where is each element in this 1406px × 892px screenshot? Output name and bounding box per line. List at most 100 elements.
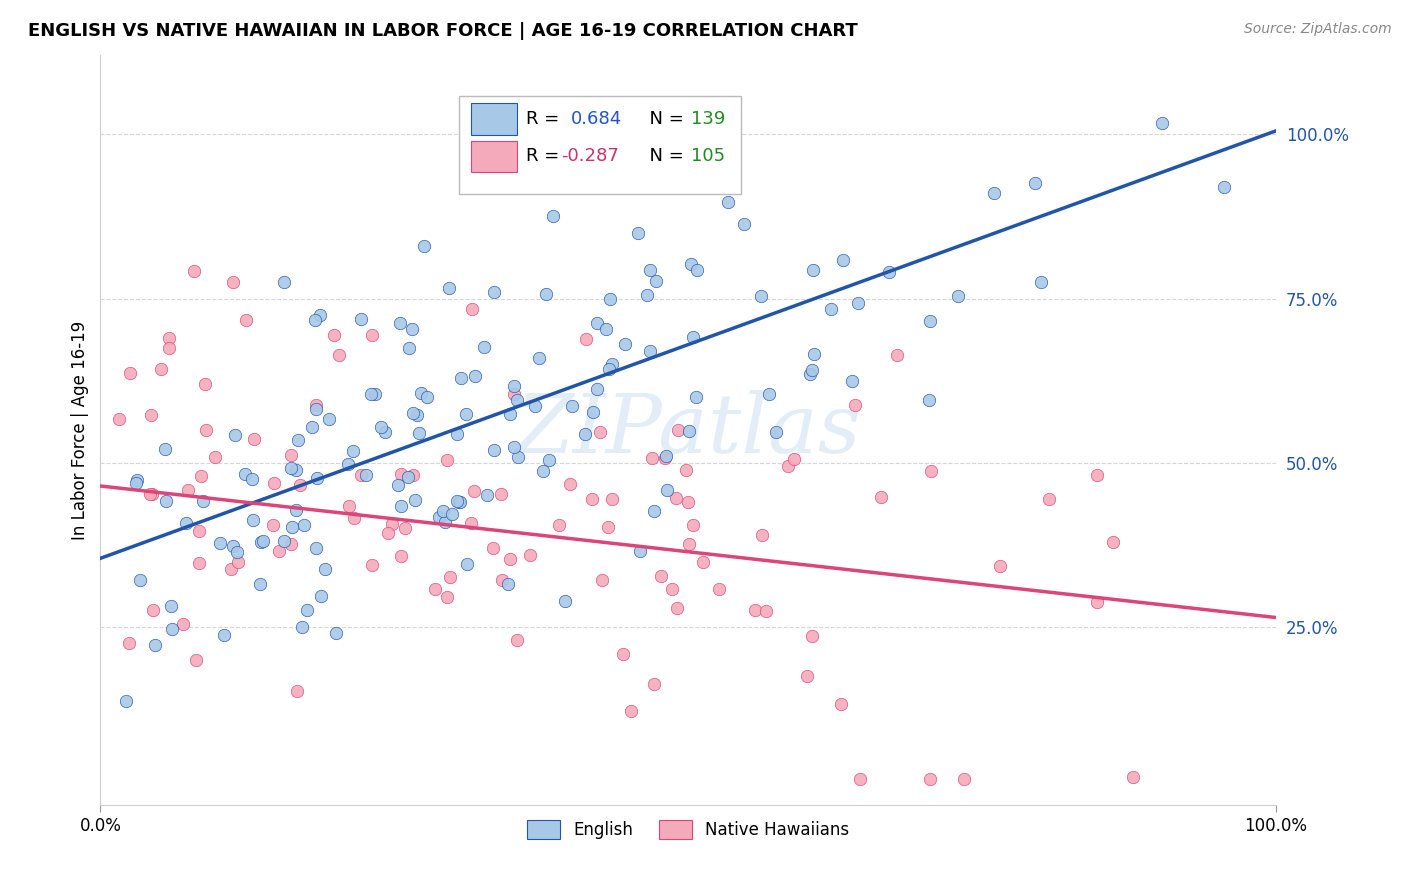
Point (389, 549, 412, 564)
Point (295, 603, 318, 617)
Point (416, 390, 439, 404)
Point (139, 487, 162, 501)
Point (1150, 116, 1173, 130)
Point (204, 450, 226, 464)
Point (360, 558, 382, 572)
Point (1212, 179, 1234, 194)
Point (389, 467, 412, 482)
Point (665, 601, 688, 615)
Point (439, 570, 461, 584)
Point (591, 573, 613, 587)
Point (190, 469, 212, 483)
Point (920, 463, 942, 477)
Point (506, 393, 529, 408)
Point (249, 576, 271, 591)
Point (460, 516, 482, 531)
Point (309, 589, 332, 603)
Point (983, 186, 1005, 200)
Point (586, 316, 609, 330)
Point (755, 604, 778, 618)
Point (661, 582, 683, 596)
Point (574, 426, 596, 441)
Point (803, 347, 825, 361)
Point (596, 520, 619, 534)
Point (195, 423, 218, 437)
Point (586, 382, 609, 396)
Point (226, 545, 249, 559)
Point (599, 292, 621, 306)
Point (1122, 770, 1144, 784)
Point (402, 468, 425, 483)
Text: ENGLISH VS NATIVE HAWAIIAN IN LABOR FORCE | AGE 16-19 CORRELATION CHART: ENGLISH VS NATIVE HAWAIIAN IN LABOR FORC… (28, 22, 858, 40)
Point (373, 425, 395, 439)
Point (475, 488, 498, 502)
Point (305, 398, 328, 412)
Point (155, 493, 177, 508)
Text: ZIPatlas: ZIPatlas (516, 390, 860, 470)
Point (946, 289, 969, 303)
Point (401, 322, 423, 336)
Point (612, 647, 634, 661)
Point (157, 331, 180, 345)
Point (686, 263, 709, 277)
Point (314, 562, 336, 576)
Point (141, 602, 163, 616)
Point (920, 314, 942, 328)
Point (322, 327, 344, 342)
Point (679, 257, 702, 271)
Point (519, 548, 541, 562)
Point (783, 451, 806, 466)
Point (432, 504, 454, 518)
Point (953, 772, 976, 786)
Point (413, 239, 436, 253)
Point (235, 312, 257, 326)
Point (387, 478, 409, 492)
Point (125, 474, 148, 488)
Point (503, 440, 526, 454)
Point (143, 638, 166, 652)
Text: R =: R = (526, 110, 565, 128)
Point (796, 669, 818, 683)
Point (627, 226, 650, 240)
Point (463, 484, 485, 499)
Point (304, 312, 326, 326)
Point (360, 387, 382, 401)
Point (799, 367, 821, 381)
Text: N =: N = (638, 147, 689, 165)
Point (498, 552, 520, 566)
Point (193, 493, 215, 508)
Point (561, 399, 583, 413)
Point (281, 519, 304, 533)
Point (1031, 276, 1053, 290)
Point (449, 495, 471, 509)
Point (846, 296, 869, 310)
Point (832, 252, 855, 267)
Point (600, 357, 623, 371)
Point (222, 539, 245, 553)
Point (716, 195, 738, 210)
Point (474, 340, 496, 354)
Point (263, 475, 285, 490)
Text: Source: ZipAtlas.com: Source: ZipAtlas.com (1244, 22, 1392, 37)
Point (318, 412, 340, 426)
Point (160, 599, 183, 613)
Point (285, 684, 308, 698)
Point (917, 392, 939, 407)
Point (184, 653, 207, 667)
Point (242, 513, 264, 527)
Point (174, 516, 197, 530)
Point (675, 463, 697, 477)
Point (153, 442, 176, 456)
Point (364, 387, 387, 401)
Point (523, 399, 546, 413)
Point (291, 620, 314, 634)
Point (801, 629, 824, 643)
Point (114, 694, 136, 708)
Point (482, 541, 505, 555)
Point (595, 322, 617, 336)
Point (801, 363, 824, 377)
Point (285, 503, 308, 517)
Point (423, 582, 446, 596)
Point (628, 544, 651, 558)
Point (1024, 176, 1046, 190)
